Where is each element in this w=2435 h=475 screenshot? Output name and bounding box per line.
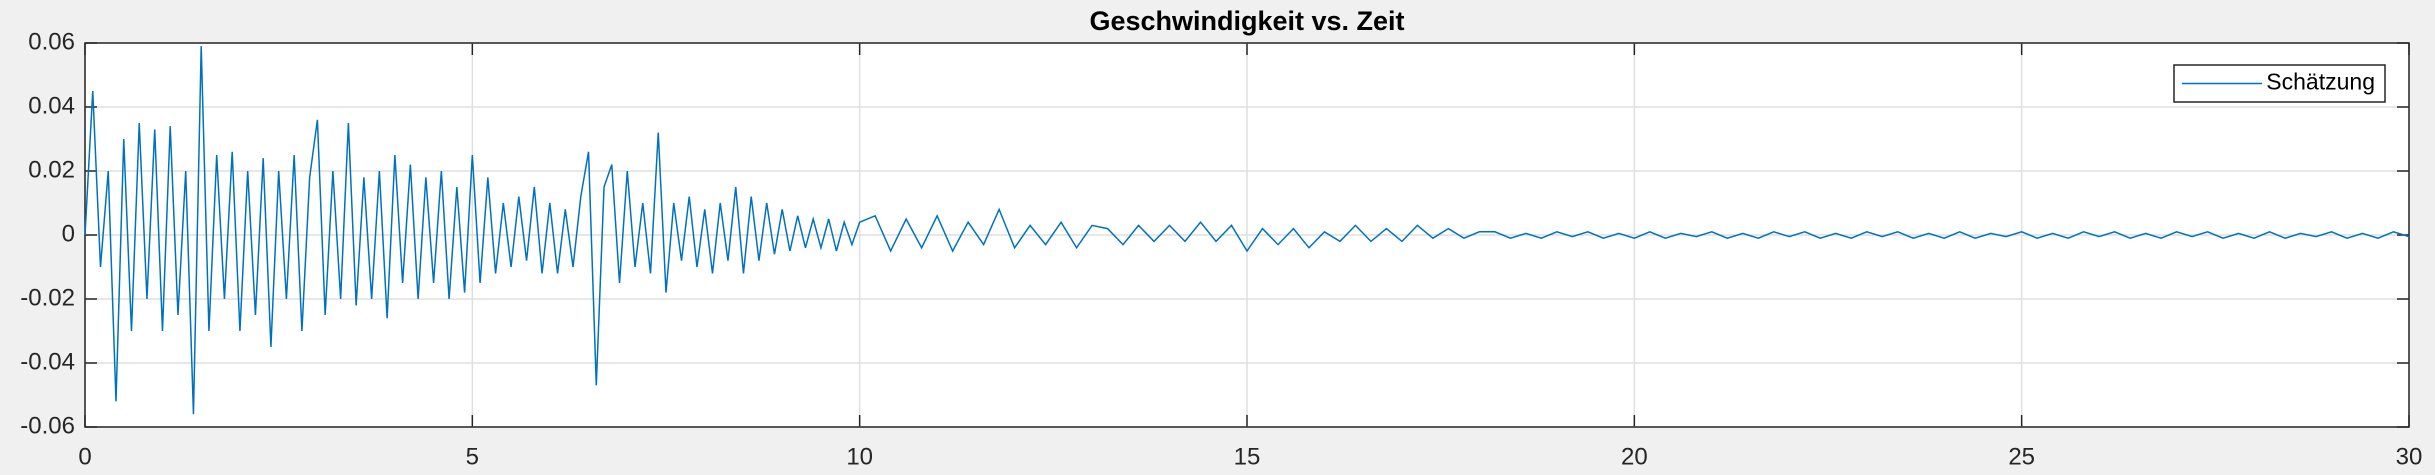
- line-series: [84, 46, 2410, 415]
- y-tick-label: -0.06: [20, 412, 75, 439]
- y-tick-label: -0.02: [20, 284, 75, 311]
- x-tick-label: 15: [1234, 443, 1261, 470]
- legend-label: Schätzung: [2266, 69, 2375, 95]
- y-tick-label: 0: [62, 220, 75, 247]
- x-tick-label: 25: [2008, 443, 2035, 470]
- y-tick-label: 0.06: [28, 28, 75, 55]
- x-tick-label: 0: [78, 443, 91, 470]
- x-tick-label: 10: [846, 443, 873, 470]
- x-tick-label: 20: [1621, 443, 1648, 470]
- y-tick-label: -0.04: [20, 348, 75, 375]
- y-tick-label: 0.04: [28, 92, 75, 119]
- x-tick-label: 30: [2396, 443, 2423, 470]
- y-tick-label: 0.02: [28, 156, 75, 183]
- x-tick-label: 5: [466, 443, 479, 470]
- chart-title: Geschwindigkeit vs. Zeit: [1089, 6, 1404, 36]
